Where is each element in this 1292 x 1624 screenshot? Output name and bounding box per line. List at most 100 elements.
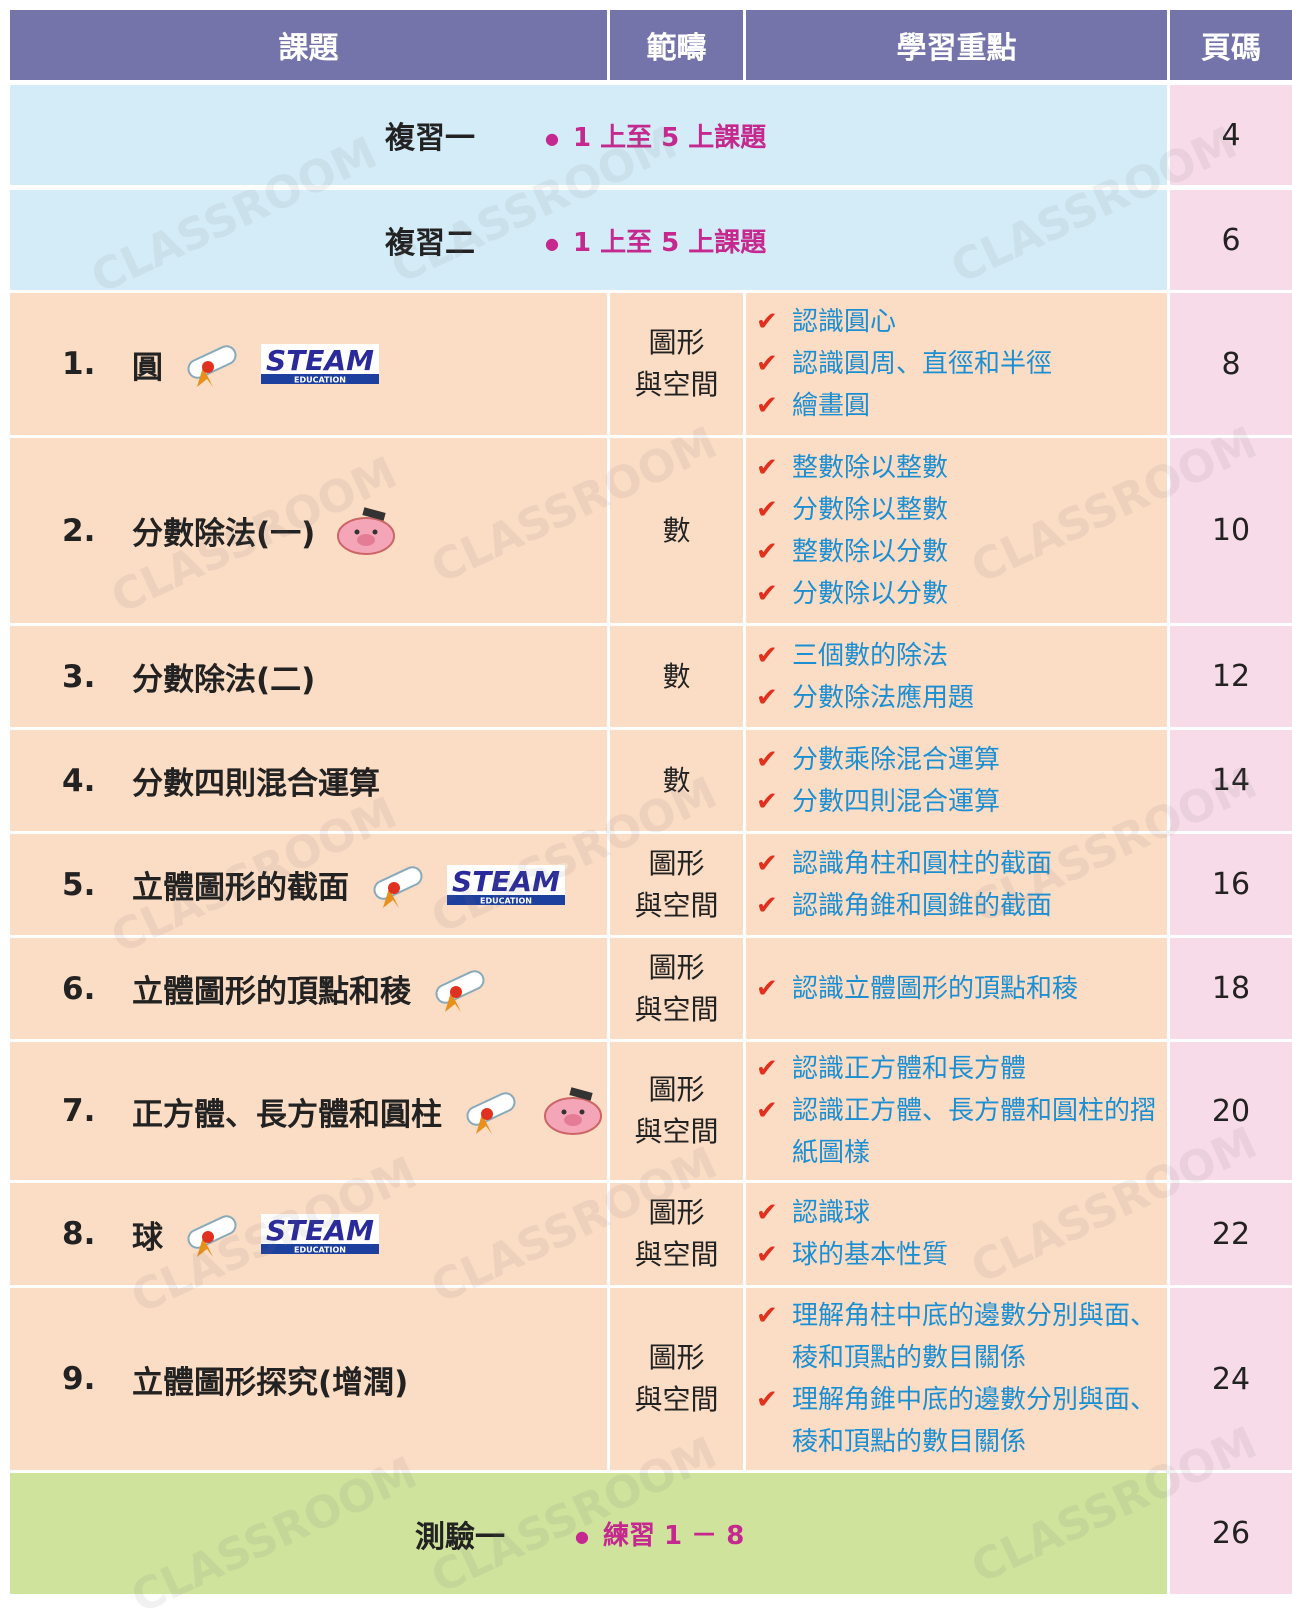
- points-cell: 整數除以整數分數除以整數整數除以分數分數除以分數: [746, 438, 1167, 623]
- learning-point: 認識圓周、直徑和半徑: [754, 343, 1052, 385]
- learning-point: 理解角柱中底的邊數分別與面、稜和頂點的數目關係: [754, 1295, 1167, 1379]
- pig-icon: [544, 1087, 602, 1135]
- points-cell: 分數乘除混合運算分數四則混合運算: [746, 730, 1167, 831]
- steam-label: STEAM: [266, 344, 374, 377]
- unit-number: 8.: [62, 1216, 96, 1252]
- range-text: 與空間: [634, 992, 719, 1026]
- unit-title-cell: 3. 分數除法(二): [10, 626, 607, 727]
- row-title: 複習二: [385, 226, 475, 261]
- unit-title-cell: 8. 球 STEAM EDUCATION: [10, 1183, 607, 1285]
- steam-label: STEAM: [266, 1214, 374, 1247]
- unit-title: 立體圖形探究(增潤): [132, 1364, 409, 1401]
- range-text: 圖形: [648, 846, 705, 880]
- steam-sub: EDUCATION: [480, 896, 532, 905]
- scroll-icon: [187, 1215, 237, 1257]
- learning-point: 認識立體圖形的頂點和稜: [754, 968, 1078, 1010]
- learning-point: 分數除以分數: [754, 573, 948, 615]
- range-text: 數: [662, 763, 691, 797]
- row-point: 1 上至 5 上課題: [545, 222, 766, 259]
- scroll-icon: [373, 865, 423, 908]
- header-cell: 學習重點: [746, 10, 1167, 80]
- steam-sub: EDUCATION: [294, 376, 346, 385]
- learning-point: 認識正方體、長方體和圓柱的摺紙圖樣: [754, 1090, 1167, 1174]
- unit-number: 5.: [62, 866, 96, 903]
- row-title: 複習一: [385, 121, 475, 156]
- unit-number: 2.: [62, 512, 96, 549]
- unit-number: 3.: [62, 658, 96, 695]
- points-cell: 認識圓心認識圓周、直徑和半徑繪畫圓: [746, 293, 1167, 435]
- unit-number: 1.: [62, 346, 96, 382]
- learning-point: 認識正方體和長方體: [754, 1048, 1026, 1090]
- learning-point: 繪畫圓: [754, 385, 870, 427]
- learning-point: 分數除法應用題: [754, 677, 974, 719]
- unit-title: 立體圖形的頂點和稜: [132, 974, 411, 1010]
- points-cell: 認識立體圖形的頂點和稜: [746, 938, 1167, 1039]
- learning-point: 整數除以整數: [754, 447, 948, 489]
- range-text: 與空間: [634, 888, 719, 922]
- page-number: 22: [1170, 1183, 1292, 1285]
- range-cell: 圖形 與空間: [610, 293, 743, 435]
- learning-point: 三個數的除法: [754, 635, 948, 677]
- page-number: 20: [1170, 1042, 1292, 1180]
- unit-title: 分數四則混合運算: [132, 766, 380, 802]
- unit-title-cell: 2. 分數除法(一): [10, 438, 607, 623]
- unit-number: 4.: [62, 762, 96, 799]
- points-cell: 認識角柱和圓柱的截面認識角錐和圓錐的截面: [746, 834, 1167, 935]
- unit-title: 球: [132, 1219, 163, 1256]
- pig-icon: [337, 506, 396, 555]
- learning-point: 認識圓心: [754, 301, 896, 343]
- learning-point: 分數乘除混合運算: [754, 739, 1000, 781]
- page-number: 10: [1170, 438, 1292, 623]
- range-text: 與空間: [634, 368, 719, 401]
- learning-point: 整數除以分數: [754, 531, 948, 573]
- unit-number: 9.: [62, 1361, 96, 1397]
- row-point: 練習 1 － 8: [575, 1515, 744, 1552]
- range-cell: 數: [610, 626, 743, 727]
- learning-point: 球的基本性質: [754, 1234, 948, 1276]
- page-number: 14: [1170, 730, 1292, 831]
- scroll-icon: [187, 345, 237, 387]
- points-cell: 理解角柱中底的邊數分別與面、稜和頂點的數目關係理解角錐中底的邊數分別與面、稜和頂…: [746, 1288, 1167, 1470]
- steam-sub: EDUCATION: [294, 1246, 346, 1255]
- range-cell: 圖形 與空間: [610, 834, 743, 935]
- range-cell: 圖形 與空間: [610, 1288, 743, 1470]
- points-cell: 認識球球的基本性質: [746, 1183, 1167, 1285]
- review-row: 複習一 1 上至 5 上課題: [10, 85, 1167, 185]
- points-cell: 三個數的除法分數除法應用題: [746, 626, 1167, 727]
- steam-label: STEAM: [452, 865, 560, 898]
- unit-title-cell: 7. 正方體、長方體和圓柱: [10, 1042, 607, 1180]
- unit-title: 圓: [132, 349, 163, 386]
- header-cell: 範疇: [610, 10, 743, 80]
- unit-title-cell: 9. 立體圖形探究(增潤): [10, 1288, 607, 1470]
- range-text: 數: [662, 513, 691, 547]
- range-cell: 數: [610, 438, 743, 623]
- range-text: 圖形: [648, 326, 705, 359]
- unit-title: 正方體、長方體和圓柱: [132, 1096, 442, 1133]
- learning-point: 認識球: [754, 1192, 870, 1234]
- header-cell: 頁碼: [1170, 10, 1292, 80]
- unit-number: 7.: [62, 1093, 96, 1129]
- range-text: 與空間: [634, 1238, 719, 1271]
- test-row: 測驗一 練習 1 － 8: [10, 1473, 1167, 1594]
- unit-title: 立體圖形的截面: [132, 870, 349, 906]
- unit-title-cell: 5. 立體圖形的截面 STEAM EDUCATION: [10, 834, 607, 935]
- range-text: 圖形: [648, 950, 705, 984]
- unit-title-cell: 6. 立體圖形的頂點和稜: [10, 938, 607, 1039]
- range-text: 圖形: [648, 1341, 705, 1374]
- unit-title-cell: 1. 圓 STEAM EDUCATION: [10, 293, 607, 435]
- range-cell: 圖形 與空間: [610, 1042, 743, 1180]
- learning-point: 認識角柱和圓柱的截面: [754, 843, 1052, 885]
- scroll-icon: [435, 969, 485, 1012]
- unit-title: 分數除法(一): [132, 516, 316, 552]
- learning-point: 理解角錐中底的邊數分別與面、稜和頂點的數目關係: [754, 1379, 1167, 1463]
- learning-point: 認識角錐和圓錐的截面: [754, 885, 1052, 927]
- page-number: 24: [1170, 1288, 1292, 1470]
- row-title: 測驗一: [415, 1519, 505, 1555]
- range-cell: 圖形 與空間: [610, 1183, 743, 1285]
- range-text: 圖形: [648, 1196, 705, 1229]
- header-cell: 課題: [10, 10, 607, 80]
- range-text: 與空間: [634, 1115, 719, 1148]
- unit-title-cell: 4. 分數四則混合運算: [10, 730, 607, 831]
